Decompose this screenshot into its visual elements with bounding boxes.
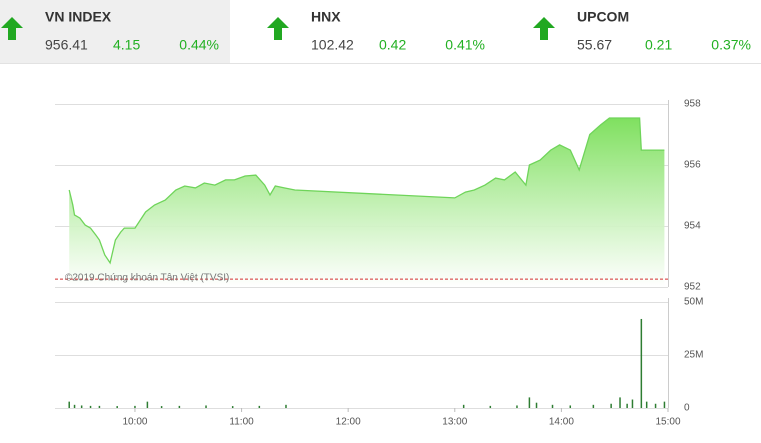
y-tick-label: 952 [684,282,701,293]
ticker-value: 956.41 [45,37,88,53]
x-tick-label: 14:00 [549,417,574,428]
volume-bar [489,405,492,408]
y-tick-label: 954 [684,221,701,232]
volume-bar [631,399,634,408]
volume-bar [462,404,465,408]
volume-bar [80,405,83,408]
price-line [68,117,665,265]
x-tick-label: 15:00 [655,417,680,428]
volume-bar [528,397,531,408]
annotation: ©2019 Chứng khoán Tân Việt (TVSI) [65,273,229,284]
volume-bar [619,397,621,408]
ticker-value: 55.67 [577,37,612,53]
ticker-percent: 0.44% [179,37,219,53]
volume-bar [68,401,70,408]
active-tab-bg [0,0,230,63]
price-area [69,118,665,287]
ticker-name[interactable]: VN INDEX [45,9,112,25]
volume-bar [205,405,207,408]
up-arrow [533,17,555,40]
volume-bar [116,406,118,408]
volume-bar [89,405,92,408]
volume-bar [610,403,612,408]
x-tick-label: 13:00 [442,417,467,428]
y-tick-label: 50M [684,297,703,308]
volume-bar [231,406,234,408]
up-arrow [267,17,289,40]
ticker-change: 0.42 [379,37,406,53]
ticker-percent: 0.37% [711,37,751,53]
volume-bar [258,405,261,408]
volume-bar [98,405,101,408]
volume-bar [178,405,181,408]
volume-bar [640,318,643,408]
volume-bar [626,403,628,408]
volume-bar [551,404,554,408]
volume-bar [654,403,657,408]
volume-bar [160,406,163,408]
ticker-change: 4.15 [113,37,140,53]
volume-bar [535,402,538,408]
ticker-name[interactable]: UPCOM [577,9,629,25]
ticker-change: 0.21 [645,37,672,53]
volume-bar [146,401,149,408]
volume-bar [592,404,595,408]
volume-bar [285,404,287,408]
volume-bar [516,405,518,408]
volume-bar [663,401,666,408]
y-tick-label: 956 [684,160,701,171]
ticker-name[interactable]: HNX [311,9,341,25]
y-tick-label: 25M [684,350,703,361]
ticker-value: 102.42 [311,37,354,53]
x-tick-label: 10:00 [122,417,147,428]
volume-bar [134,405,136,408]
y-tick-label: 0 [684,403,690,414]
volume-bar [73,404,76,408]
x-tick-label: 11:00 [229,417,254,428]
up-arrow [1,17,23,40]
volume-bar [569,405,572,408]
x-tick-label: 12:00 [336,417,361,428]
y-tick-label: 958 [684,99,701,110]
volume-bar [645,401,648,408]
ticker-percent: 0.41% [445,37,485,53]
